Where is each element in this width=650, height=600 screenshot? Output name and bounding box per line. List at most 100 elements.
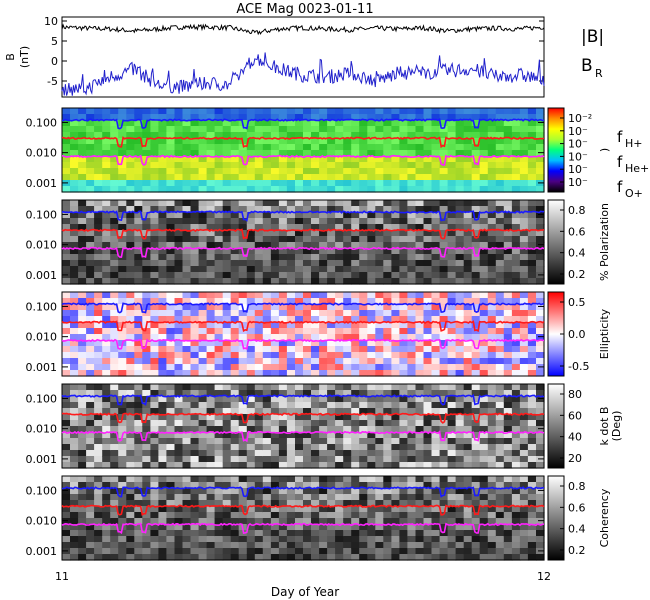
heatmap-cell (270, 494, 280, 501)
heatmap-cell (230, 310, 240, 317)
heatmap-cell (487, 200, 497, 207)
heatmap-cell (174, 456, 184, 463)
heatmap-cell (214, 236, 224, 243)
heatmap-cell (495, 488, 505, 495)
heatmap-cell (511, 548, 521, 555)
heatmap-cell (70, 174, 79, 181)
heatmap-cell (134, 414, 143, 421)
heatmap-cell (455, 536, 465, 543)
heatmap-cell (399, 462, 408, 469)
heatmap-cell (383, 438, 392, 445)
heatmap-cell (86, 230, 95, 237)
heatmap-cell (303, 278, 312, 285)
heatmap-cell (102, 488, 111, 495)
heatmap-cell (110, 456, 119, 463)
heatmap-cell (166, 156, 175, 163)
heatmap-cell (431, 444, 441, 451)
heatmap-cell (295, 260, 304, 267)
heatmap-cell (479, 542, 489, 549)
heatmap-cell (254, 212, 264, 219)
heatmap-cell (86, 126, 95, 133)
heatmap-cell (158, 304, 167, 311)
heatmap-cell (415, 254, 425, 261)
heatmap-cell (487, 174, 497, 181)
heatmap-cell (134, 218, 143, 225)
heatmap-cell (335, 272, 344, 279)
heatmap-cell (102, 230, 111, 237)
heatmap-cell (78, 530, 87, 537)
heatmap-cell (367, 230, 376, 237)
heatmap-cell (447, 138, 457, 145)
heatmap-cell (407, 352, 416, 359)
heatmap-cell (407, 310, 416, 317)
heatmap-cell (527, 390, 537, 397)
heatmap-cell (295, 444, 304, 451)
heatmap-cell (471, 396, 481, 403)
heatmap-cell (134, 212, 143, 219)
heatmap-cell (62, 518, 71, 525)
heatmap-cell (295, 506, 304, 513)
heatmap-cell (198, 114, 208, 121)
top-y-tick-label: 10 (44, 15, 58, 28)
heatmap-cell (158, 450, 167, 457)
heatmap-cell (519, 488, 529, 495)
heatmap-cell (198, 370, 208, 377)
heatmap-cell (383, 242, 392, 249)
heatmap-cell (182, 488, 192, 495)
heatmap-cell (246, 530, 256, 537)
heatmap-cell (110, 162, 119, 169)
heatmap-cell (503, 370, 513, 377)
heatmap-cell (174, 108, 184, 115)
heatmap-cell (166, 462, 175, 469)
heatmap-cell (399, 346, 408, 353)
heatmap-cell (126, 242, 135, 249)
heatmap-cell (286, 298, 296, 305)
heatmap-cell (503, 548, 513, 555)
heatmap-cell (311, 456, 320, 463)
heatmap-cell (182, 278, 192, 285)
heatmap-cell (70, 530, 79, 537)
heatmap-cell (222, 162, 232, 169)
heatmap-cell (447, 364, 457, 371)
heatmap-cell (479, 180, 489, 187)
heatmap-cell (78, 242, 87, 249)
heatmap-cell (495, 156, 505, 163)
heatmap-cell (343, 278, 352, 285)
heatmap-cell (383, 138, 392, 145)
heatmap-cell (150, 236, 159, 243)
heatmap-cell (447, 420, 457, 427)
heatmap-cell (254, 168, 264, 175)
heatmap-cell (286, 352, 296, 359)
heatmap-cell (319, 174, 328, 181)
heatmap-cell (230, 462, 240, 469)
heatmap-cell (487, 108, 497, 115)
heatmap-cell (351, 456, 360, 463)
heatmap-cell (536, 420, 545, 427)
heatmap-cell (295, 322, 304, 329)
heatmap-cell (182, 248, 192, 255)
heatmap-cell (182, 206, 192, 213)
heatmap-cell (431, 358, 441, 365)
heatmap-cell (407, 260, 416, 267)
heatmap-cell (487, 224, 497, 231)
heatmap-cell (335, 408, 344, 415)
heatmap-cell (311, 224, 320, 231)
heatmap-cell (447, 206, 457, 213)
heatmap-cell (447, 272, 457, 279)
heatmap-cell (94, 236, 103, 243)
heatmap-cell (471, 138, 481, 145)
heatmap-cell (399, 150, 408, 157)
heatmap-cell (495, 396, 505, 403)
heatmap-cell (439, 230, 449, 237)
heatmap-cell (383, 396, 392, 403)
heatmap-cell (343, 384, 352, 391)
heatmap-cell (62, 150, 71, 157)
heatmap-cell (158, 310, 167, 317)
heatmap-cell (503, 384, 513, 391)
heatmap-cell (190, 390, 200, 397)
heatmap-cell (415, 390, 425, 397)
heatmap-cell (222, 414, 232, 421)
heatmap-cell (335, 292, 344, 299)
heatmap-cell (375, 364, 384, 371)
freq-legend-subscript: O+ (625, 187, 643, 200)
